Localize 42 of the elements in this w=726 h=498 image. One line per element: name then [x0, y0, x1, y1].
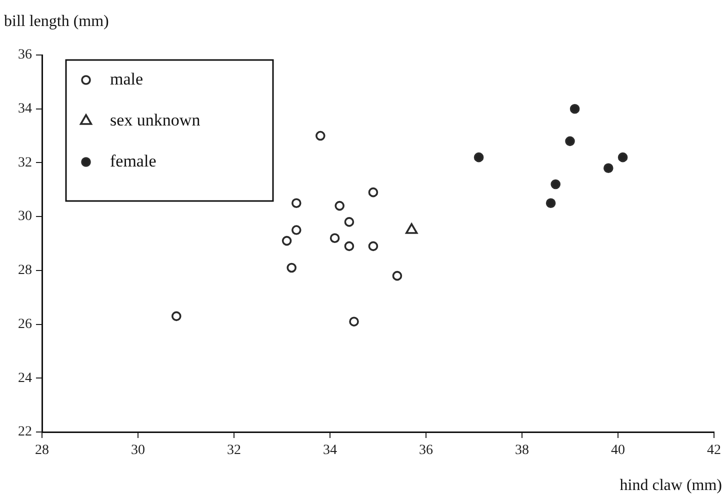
point	[474, 152, 484, 162]
y-tick-label: 24	[18, 370, 32, 386]
point	[546, 198, 556, 208]
y-tick-label: 32	[18, 155, 32, 170]
x-tick-label: 40	[611, 443, 625, 458]
y-tick-label: 36	[18, 48, 32, 63]
point	[172, 311, 182, 322]
point	[344, 241, 354, 252]
point	[368, 241, 378, 252]
y-tick-label: 34	[18, 102, 32, 117]
y-tick-label: 26	[18, 316, 32, 332]
point	[570, 104, 580, 114]
x-axis-title: hind claw (mm)	[620, 477, 722, 494]
point	[334, 200, 344, 211]
x-tick-label: 42	[707, 443, 721, 458]
x-tick-label: 38	[515, 443, 529, 458]
point	[349, 316, 359, 326]
point	[286, 262, 296, 273]
point	[392, 270, 402, 281]
legend-label: sex unknown	[110, 110, 201, 130]
x-tick-label: 30	[131, 443, 145, 458]
point	[604, 163, 614, 173]
y-tick-label: 28	[18, 263, 32, 278]
point	[368, 187, 378, 198]
x-tick-label: 34	[323, 443, 337, 458]
point	[565, 136, 575, 146]
legend-label: male	[110, 69, 144, 88]
y-tick-label: 22	[18, 424, 32, 440]
x-tick-label: 36	[419, 443, 433, 458]
point	[316, 130, 326, 141]
point	[344, 217, 354, 227]
point	[292, 198, 302, 208]
x-tick-label: 28	[35, 443, 49, 458]
point	[292, 225, 302, 235]
point	[550, 179, 560, 190]
point	[282, 236, 292, 246]
x-tick-label: 32	[227, 443, 241, 458]
point	[618, 152, 628, 162]
point	[330, 233, 340, 244]
y-tick-label: 30	[18, 209, 32, 224]
legend-label: female	[110, 151, 156, 170]
y-axis-title: bill length (mm)	[4, 13, 109, 30]
